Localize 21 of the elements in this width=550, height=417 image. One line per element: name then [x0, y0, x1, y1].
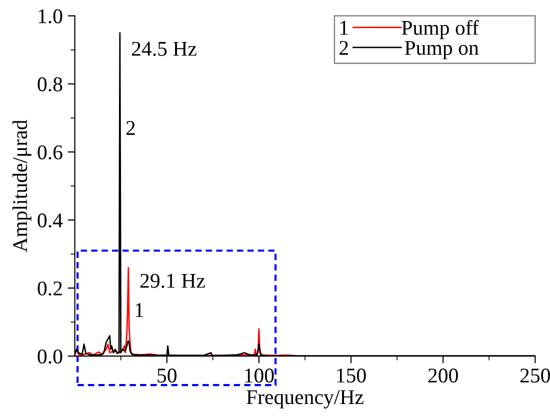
- y-axis-title: Amplitude/μrad: [12, 120, 32, 252]
- annotation: 24.5 Hz: [132, 42, 196, 56]
- legend-label: Pump on: [404, 41, 479, 60]
- y-tick-label: 0.8: [38, 77, 62, 92]
- y-tick-label: 1.0: [38, 9, 62, 24]
- x-axis-title: Frequency/Hz: [246, 390, 364, 408]
- x-tick-label: 50: [158, 368, 176, 383]
- y-tick-label: 0.6: [38, 145, 62, 160]
- x-tick-label: 100: [245, 368, 274, 383]
- text: 1: [340, 20, 348, 35]
- annotation: 29.1 Hz: [140, 274, 205, 288]
- x-tick-label: 250: [520, 368, 550, 383]
- x-tick-label: 200: [428, 368, 458, 383]
- text: 2: [340, 40, 348, 55]
- x-tick-label: 150: [337, 368, 366, 383]
- y-tick-label: 0.0: [38, 349, 62, 364]
- y-tick-label: 0.2: [38, 281, 62, 296]
- y-tick-label: 0.4: [38, 213, 63, 228]
- annotation: 1: [136, 303, 144, 317]
- legend-label: Pump off: [402, 20, 479, 40]
- annotation: 2: [126, 121, 135, 135]
